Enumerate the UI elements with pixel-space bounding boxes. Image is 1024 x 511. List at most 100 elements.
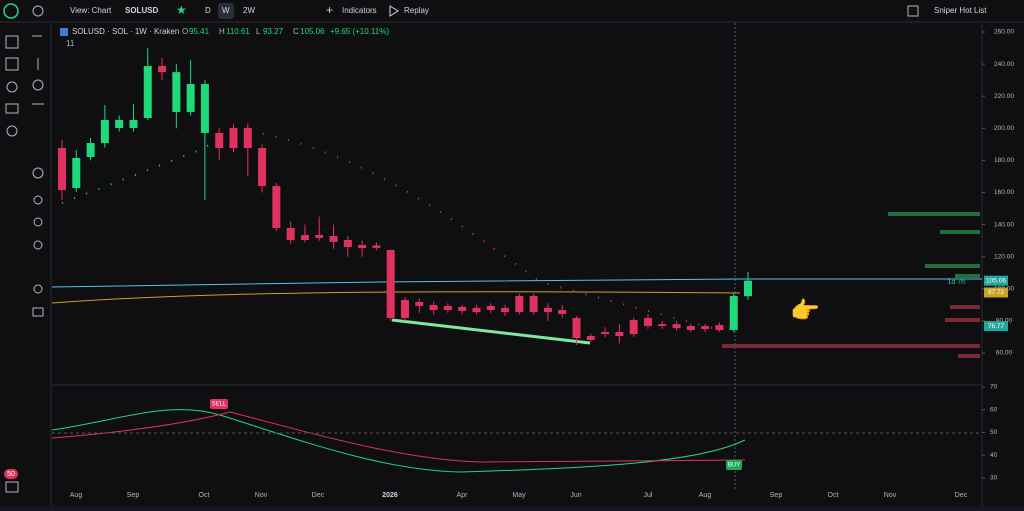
logo[interactable] <box>3 3 19 19</box>
candle-body <box>429 305 438 310</box>
interval-w[interactable]: W <box>222 6 230 15</box>
x-tick-label: Nov <box>884 492 897 499</box>
emoji: 👉 <box>790 297 820 324</box>
profile-bar <box>722 344 980 348</box>
candle-body <box>558 309 567 314</box>
profile-bar <box>940 230 980 234</box>
icon[interactable] <box>32 307 44 317</box>
interval-active <box>218 3 234 19</box>
x-tick-label: Jul <box>644 492 653 499</box>
y-tick-label: 60 <box>990 406 998 413</box>
profile-bar <box>955 274 980 278</box>
watchlist-button[interactable]: Sniper Hot List <box>934 6 987 15</box>
y-tick-label: 30 <box>990 475 998 482</box>
candle-body <box>72 157 81 189</box>
y-tick-label: 40 <box>990 452 998 459</box>
ohlc-key: O <box>182 27 188 36</box>
x-tick-label: Apr <box>457 492 469 499</box>
replay-button[interactable]: Replay <box>404 6 429 15</box>
candle-body <box>543 307 552 313</box>
candle-body <box>443 305 452 310</box>
candle-body <box>401 300 409 319</box>
candle-body <box>272 186 281 228</box>
x-tick-label: Oct <box>199 492 210 499</box>
ohlc-value: 110.61 <box>226 27 250 36</box>
y-tick-label: 140.00 <box>994 221 1014 228</box>
icon[interactable] <box>32 167 44 179</box>
candle-body <box>472 307 481 313</box>
y-tick-label: 220.00 <box>994 93 1014 100</box>
icon[interactable] <box>5 35 19 49</box>
change: +9.65 (+10.11%) <box>330 27 389 36</box>
left-icons <box>5 35 44 493</box>
x-tick-label: May <box>512 492 526 499</box>
icon[interactable] <box>33 195 43 205</box>
candle-body <box>143 66 152 119</box>
candle-body <box>458 306 467 311</box>
icon[interactable] <box>6 125 18 137</box>
ohlc-value: 93.27 <box>263 27 284 36</box>
sell-tag <box>210 399 228 409</box>
indicator-count: 11 <box>66 39 75 48</box>
icon[interactable] <box>33 217 43 227</box>
favorite-star[interactable]: ★ <box>176 3 187 17</box>
candle-body <box>258 148 267 187</box>
candle-body <box>243 127 252 149</box>
x-tick-label: Dec <box>312 492 325 499</box>
left-toolbar <box>0 23 50 506</box>
volume-profile <box>888 212 980 278</box>
ohlc-key: C <box>293 27 299 36</box>
candle-body <box>629 319 638 335</box>
y-tick-label: 120.00 <box>994 253 1014 260</box>
buy-tag <box>726 460 742 470</box>
candle-body <box>515 296 524 313</box>
view-button[interactable]: View: Chart <box>70 6 112 15</box>
candle-body <box>658 324 667 327</box>
y-tick-label: 240.00 <box>994 61 1014 68</box>
y-tick-label: 200.00 <box>994 125 1014 132</box>
candle-body <box>729 296 738 331</box>
candle-body <box>286 227 295 241</box>
icon[interactable] <box>33 240 43 250</box>
checkbox[interactable] <box>907 5 919 17</box>
indicators-button[interactable]: Indicators <box>342 6 377 15</box>
x-tick-label: Aug <box>699 492 712 499</box>
icon[interactable] <box>5 57 19 71</box>
candle-body <box>486 305 495 310</box>
x-tick-label: Jun <box>570 492 581 499</box>
icon[interactable] <box>5 103 19 114</box>
interval-2w[interactable]: 2W <box>243 6 255 15</box>
countdown: 1d 7h <box>947 279 965 286</box>
candle-body <box>386 249 395 319</box>
candle-body <box>158 66 167 73</box>
settings-icon[interactable] <box>32 5 44 17</box>
profile-bar <box>945 318 980 322</box>
candle-body <box>129 119 138 128</box>
candle-body <box>615 331 624 336</box>
profile-bar <box>950 305 980 309</box>
icon[interactable] <box>32 79 44 91</box>
candle-body <box>372 245 381 248</box>
candle-body <box>172 72 181 112</box>
price-tag <box>984 287 1008 298</box>
y-tick-label: 160.00 <box>994 189 1014 196</box>
sell-label: SELL <box>212 402 227 408</box>
x-tick-label: Nov <box>255 492 268 499</box>
price-tag <box>984 321 1008 332</box>
symbol[interactable]: SOLUSD <box>125 6 159 15</box>
candle-body <box>58 148 66 190</box>
price-tag-label: 76.77 <box>988 323 1005 330</box>
icon[interactable] <box>6 81 18 93</box>
replay-icon <box>389 5 399 17</box>
y-tick-label: 60.00 <box>996 350 1013 357</box>
candle-body <box>744 280 752 297</box>
icon[interactable] <box>33 284 43 294</box>
icon[interactable] <box>5 481 19 493</box>
ohlc-key: L <box>256 27 261 36</box>
candle-body <box>229 127 238 149</box>
buy-label: BUY <box>728 463 740 469</box>
candle-body <box>415 301 424 306</box>
plus-icon: + <box>326 3 333 17</box>
interval-d[interactable]: D <box>205 6 211 15</box>
